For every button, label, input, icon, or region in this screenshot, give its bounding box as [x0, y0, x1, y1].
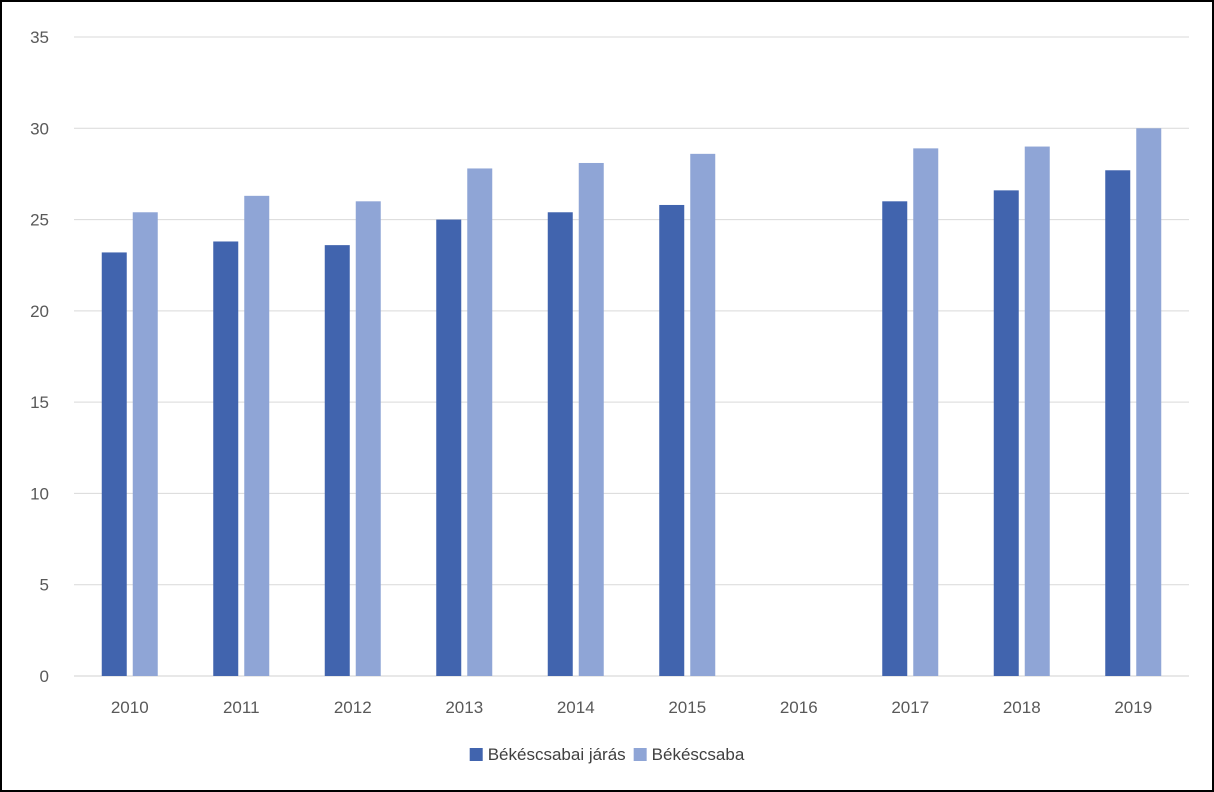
x-tick-label-2016: 2016 [780, 698, 818, 717]
y-tick-label-10: 10 [30, 484, 49, 503]
x-tick-label-2011: 2011 [223, 698, 260, 717]
x-tick-label-2019: 2019 [1114, 698, 1152, 717]
bar-jaras-2015 [659, 204, 685, 677]
bar-bekescsaba-2010 [132, 212, 158, 677]
y-tick-label-5: 5 [40, 576, 49, 595]
legend: Békéscsabai járás Békéscsaba [469, 745, 745, 764]
bar-jaras-2012 [324, 245, 350, 677]
bar-jaras-2013 [436, 219, 462, 677]
y-axis-ticks: 0 5 10 15 20 25 30 35 [30, 28, 49, 686]
bar-bekescsaba-2015 [690, 153, 716, 677]
x-tick-label-2012: 2012 [334, 698, 372, 717]
legend-label-1: Békéscsaba [652, 745, 745, 764]
x-tick-label-2014: 2014 [557, 698, 595, 717]
legend-swatch-1 [633, 748, 647, 761]
x-tick-label-2010: 2010 [111, 698, 149, 717]
y-tick-label-15: 15 [30, 393, 49, 412]
bar-bekescsaba-2019 [1136, 128, 1162, 676]
y-tick-label-0: 0 [40, 667, 49, 686]
bar-bekescsaba-2012 [355, 201, 381, 677]
bar-jaras-2019 [1105, 170, 1131, 676]
bar-bekescsaba-2018 [1024, 146, 1050, 677]
bar-bekescsaba-2011 [244, 195, 270, 676]
x-axis-ticks: 2010 2011 2012 2013 2014 2015 2016 2017 2018 2019 [111, 698, 1152, 717]
bar-jaras-2011 [213, 241, 239, 677]
gridlines [74, 36, 1189, 677]
x-tick-label-2017: 2017 [891, 698, 929, 717]
y-tick-label-20: 20 [30, 302, 49, 321]
legend-label-0: Békéscsabai járás [488, 745, 626, 764]
y-tick-label-35: 35 [30, 28, 49, 47]
bar-jaras-2014 [547, 212, 573, 677]
x-tick-label-2015: 2015 [668, 698, 706, 717]
y-tick-label-25: 25 [30, 211, 49, 230]
y-tick-label-30: 30 [30, 119, 49, 138]
bar-bekescsaba-2013 [467, 168, 493, 677]
x-tick-label-2018: 2018 [1003, 698, 1041, 717]
bar-jaras-2018 [993, 190, 1019, 677]
bar-jaras-2017 [882, 201, 908, 677]
bar-bekescsaba-2014 [578, 162, 604, 676]
bar-bekescsaba-2017 [913, 148, 939, 676]
legend-swatch-0 [469, 748, 483, 761]
bars [101, 128, 1162, 677]
bar-jaras-2010 [101, 252, 127, 677]
x-tick-label-2013: 2013 [445, 698, 483, 717]
